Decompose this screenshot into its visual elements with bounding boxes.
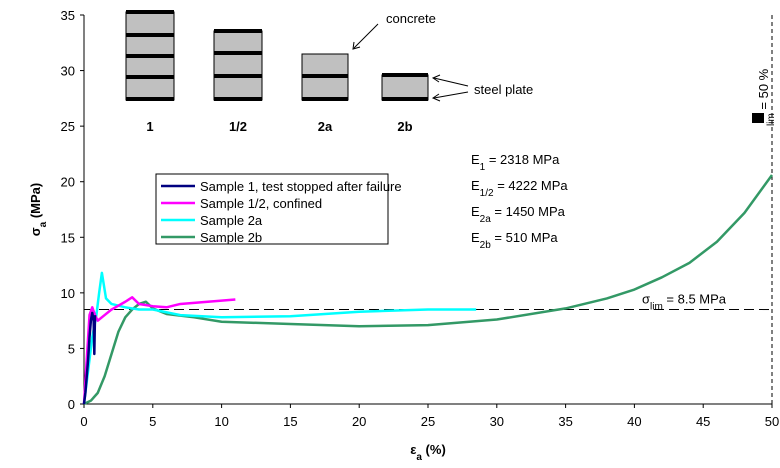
x-tick-label: 40	[627, 414, 641, 429]
text-part: E	[471, 204, 480, 219]
sample-label: 2a	[318, 119, 333, 134]
text-part: = 8.5 MPa	[663, 292, 727, 307]
text-part: = 510 MPa	[491, 230, 559, 245]
y-tick-label: 25	[61, 119, 75, 134]
modulus-annotation: E1/2 = 4222 MPa	[471, 178, 568, 199]
text-part: 1	[480, 162, 486, 173]
y-tick-label: 15	[61, 230, 75, 245]
x-axis-label: εa (%)	[410, 442, 446, 463]
text-part: = 2318 MPa	[485, 152, 560, 167]
y-tick-label: 10	[61, 286, 75, 301]
text-part: = 1450 MPa	[491, 204, 566, 219]
y-tick-label: 0	[68, 397, 75, 412]
y-tick-label: 30	[61, 64, 75, 79]
legend-label: Sample 2a	[200, 213, 263, 228]
steel-label: steel plate	[474, 82, 533, 97]
text-part: = 4222 MPa	[494, 178, 569, 193]
x-tick-label: 20	[352, 414, 366, 429]
sample-label: 2b	[397, 119, 412, 134]
text-part: a	[38, 221, 49, 227]
text-part: 2b	[480, 240, 492, 251]
x-tick-label: 45	[696, 414, 710, 429]
text-part: lim	[650, 301, 663, 312]
legend-label: Sample 2b	[200, 230, 262, 245]
series-line	[82, 311, 97, 405]
text-part: 2a	[480, 214, 492, 225]
modulus-annotation: E1 = 2318 MPa	[471, 152, 560, 173]
x-tick-label: 0	[80, 414, 87, 429]
ref-label: lim = 50 %	[756, 68, 777, 126]
legend-label: Sample 1, test stopped after failure	[200, 179, 402, 194]
x-tick-label: 5	[149, 414, 156, 429]
x-tick-label: 15	[283, 414, 297, 429]
legend-label: Sample 1/2, confined	[200, 196, 322, 211]
series-line	[82, 296, 236, 405]
text-part: a	[416, 452, 422, 463]
text-part: = 50 %	[756, 68, 771, 113]
symbol-mask	[752, 113, 764, 123]
text-part: lim	[766, 113, 777, 126]
x-tick-label: 25	[421, 414, 435, 429]
x-tick-label: 35	[558, 414, 572, 429]
text-part: E	[471, 230, 480, 245]
sample-label: 1/2	[229, 119, 247, 134]
arrows	[352, 23, 469, 102]
concrete-label: concrete	[386, 11, 436, 26]
text-part: σ	[642, 292, 650, 307]
ref-label: σlim = 8.5 MPa	[642, 292, 727, 313]
text-part: ε	[410, 442, 416, 457]
y-tick-label: 20	[61, 175, 75, 190]
series-line	[82, 271, 477, 405]
y-tick-label: 35	[61, 8, 75, 23]
text-part: σ	[28, 227, 43, 236]
sample-label: 1	[146, 119, 153, 134]
ref-label-bg	[636, 289, 766, 306]
x-tick-label: 10	[214, 414, 228, 429]
modulus-annotation: E2b = 510 MPa	[471, 230, 558, 251]
x-tick-label: 30	[490, 414, 504, 429]
modulus-annotation: E2a = 1450 MPa	[471, 204, 566, 225]
text-part: E	[471, 178, 480, 193]
text-part: (MPa)	[28, 183, 43, 222]
series-line	[83, 174, 774, 406]
y-tick-label: 5	[68, 341, 75, 356]
x-tick-label: 50	[765, 414, 779, 429]
y-axis-label: σa (MPa)	[28, 183, 49, 236]
text-part: (%)	[422, 442, 446, 457]
text-part: 1/2	[480, 188, 494, 199]
steel-plates	[126, 10, 428, 101]
text-part: E	[471, 152, 480, 167]
